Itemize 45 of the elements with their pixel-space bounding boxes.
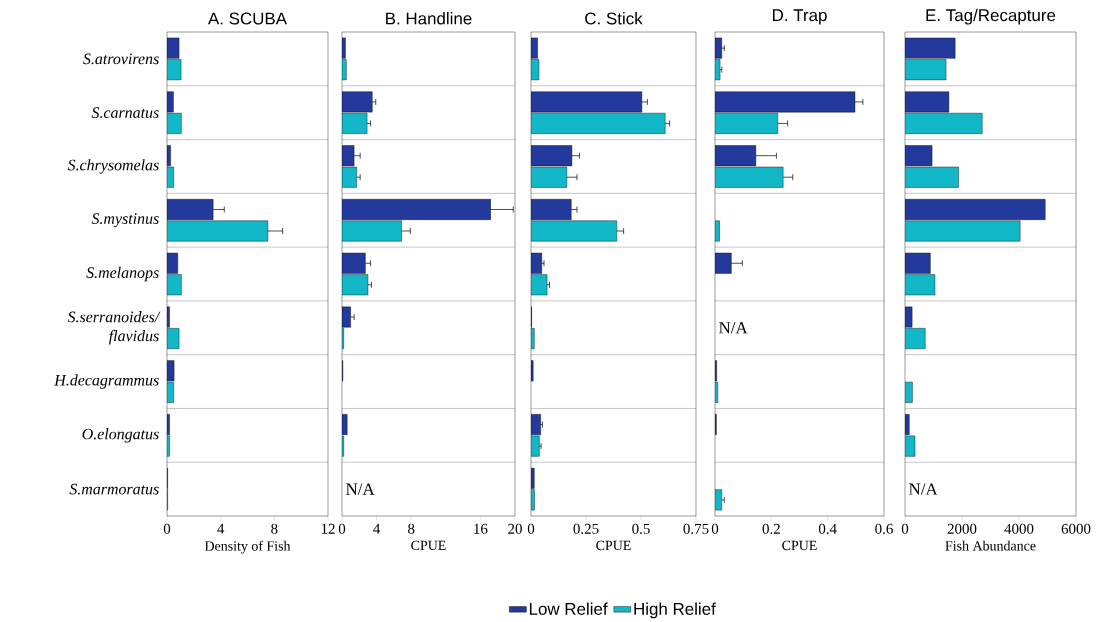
x-axis-title: CPUE xyxy=(596,540,631,551)
x-tick-label: 0.5 xyxy=(632,523,650,534)
x-tick-label: 0.2 xyxy=(762,523,780,534)
annotation: N/A xyxy=(346,483,375,495)
y-tick-label: S.marmoratus xyxy=(69,483,159,495)
y-tick-label: S.atrovirens xyxy=(83,53,159,65)
y-tick-label: S.serranoides/flavidus xyxy=(67,311,161,345)
x-tick-label: 4 xyxy=(217,523,225,534)
chart-title: A. SCUBA xyxy=(208,12,287,25)
x-tick-label: 8 xyxy=(408,523,415,534)
x-tick-label: 0.25 xyxy=(573,523,599,534)
x-tick-label: 16 xyxy=(474,523,488,534)
x-tick-label: 8 xyxy=(271,523,278,534)
x-tick-label: 0 xyxy=(527,523,535,534)
x-tick-label: 12 xyxy=(321,523,335,534)
annotation: N/A xyxy=(909,483,938,495)
y-tick-label: S.melanops xyxy=(86,266,159,282)
chart-title: D. Trap xyxy=(772,9,827,25)
x-tick-label: 0.75 xyxy=(683,523,709,534)
x-axis-title: Density of Fish xyxy=(204,540,291,554)
x-tick-label: 2000 xyxy=(947,523,977,534)
chart-title: E. Tag/Recapture xyxy=(926,8,1056,25)
chart-title: B. Handline xyxy=(386,12,472,25)
y-tick-label: S.carnatus xyxy=(91,107,159,119)
x-axis-title: CPUE xyxy=(411,540,446,551)
x-tick-label: 6000 xyxy=(1061,523,1091,534)
x-tick-label: 4 xyxy=(373,523,381,534)
x-tick-label: 0 xyxy=(338,523,346,534)
x-axis-title: Fish Abundance xyxy=(945,540,1036,551)
y-tick-label: H.decagrammus xyxy=(54,374,159,389)
annotation: N/A xyxy=(719,322,748,334)
chart-title: C. Stick xyxy=(585,12,643,25)
legend-label: High Relief xyxy=(634,602,716,619)
x-tick-label: 0.6 xyxy=(875,523,893,534)
y-tick-label: S.chrysomelas xyxy=(67,159,159,174)
y-tick-label: S.mystinus xyxy=(91,213,159,228)
x-tick-label: 4000 xyxy=(1004,523,1034,534)
x-axis-title: CPUE xyxy=(782,540,817,551)
x-tick-label: 20 xyxy=(508,523,522,534)
x-tick-label: 0 xyxy=(711,523,719,534)
x-tick-label: 0 xyxy=(901,523,909,534)
x-tick-label: 0 xyxy=(163,523,171,534)
y-tick-label: O.elongatus xyxy=(82,428,159,443)
x-tick-label: 0.4 xyxy=(818,523,837,534)
legend-label: Low Relief xyxy=(529,602,608,615)
